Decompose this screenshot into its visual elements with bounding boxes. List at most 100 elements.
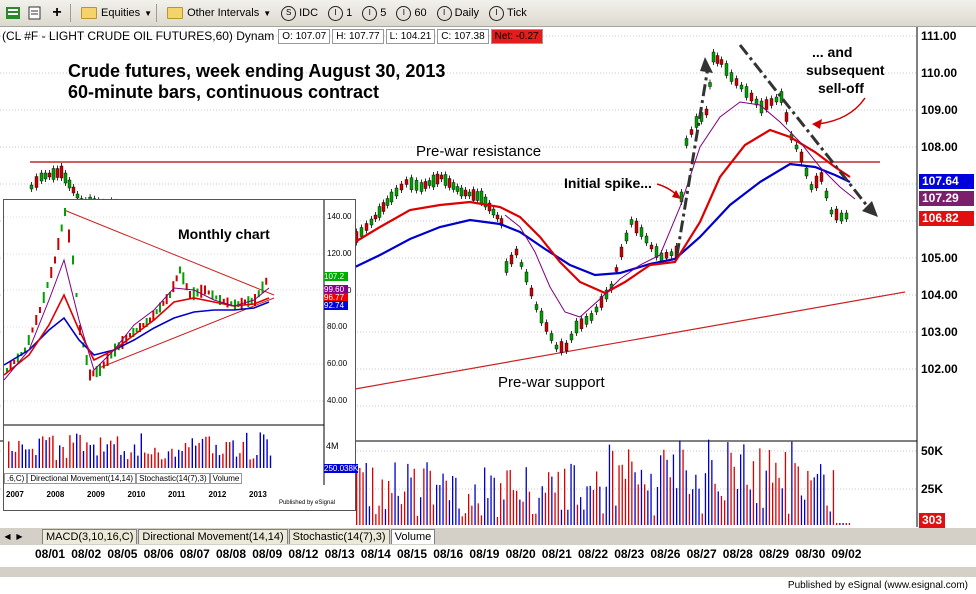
candle — [29, 184, 34, 190]
volume-bar — [589, 485, 591, 525]
inset-candle — [92, 370, 95, 377]
inset-volume-bar — [259, 432, 261, 468]
inset-volume-bar — [110, 440, 112, 468]
inset-vol-label: 4M — [326, 441, 339, 451]
volume-bar — [730, 452, 732, 525]
volume-bar — [375, 514, 377, 525]
ma-blue-line — [354, 162, 851, 277]
candle — [487, 202, 492, 212]
tab-scroll-right-icon[interactable]: ▶ — [16, 531, 23, 541]
i-icon: I — [328, 5, 344, 21]
inset-volume-bar — [140, 433, 142, 468]
volume-bar — [720, 495, 723, 525]
chart-header: (CL #F - LIGHT CRUDE OIL FUTURES,60) Dyn… — [0, 28, 545, 44]
idc-button[interactable]: S IDC — [281, 5, 318, 21]
tab-directional-movement[interactable]: Directional Movement(14,14) — [138, 529, 288, 544]
date-label: 08/01 — [35, 547, 66, 561]
volume-bar — [772, 482, 774, 525]
inset-volume-bar — [212, 453, 214, 468]
inset-tab: .6,C) — [4, 473, 28, 484]
candle — [589, 313, 594, 321]
inset-year-label: 2008 — [46, 490, 65, 499]
candle — [839, 212, 844, 222]
inset-tag-1: 99.60 — [324, 285, 348, 294]
volume-bar — [477, 503, 479, 525]
volume-bar — [740, 454, 742, 525]
price-axis-label: 108.00 — [921, 140, 958, 154]
volume-bar — [784, 451, 787, 525]
candle — [739, 84, 744, 90]
volume-bar — [525, 467, 527, 525]
inset-year-label: 2009 — [87, 490, 105, 499]
tab-stochastic[interactable]: Stochastic(14(7),3) — [288, 529, 390, 544]
inset-volume-bar — [79, 434, 81, 468]
tab-macd[interactable]: MACD(3,10,16,C) — [42, 529, 138, 544]
volume-bar — [586, 486, 588, 525]
inset-candle — [152, 310, 155, 321]
candle — [715, 55, 720, 64]
date-label: 08/20 — [505, 547, 536, 561]
candle — [559, 341, 564, 353]
candle — [829, 209, 834, 215]
volume-bar — [503, 499, 505, 525]
volume-bar — [496, 516, 499, 525]
inset-volume-bar — [99, 437, 102, 468]
chart-icon[interactable] — [4, 4, 22, 22]
inset-candle — [207, 290, 210, 295]
volume-bar — [474, 484, 476, 525]
volume-bar — [487, 498, 489, 525]
inset-candle — [237, 301, 240, 308]
candle — [491, 208, 496, 216]
candle — [764, 99, 769, 110]
monthly-inset-chart: Monthly chart 140.00120.00100.0080.0060.… — [3, 199, 359, 511]
symbols-dropdown[interactable]: Equities ▼ — [81, 7, 152, 19]
inset-candle — [121, 336, 124, 349]
intervals-dropdown[interactable]: Other Intervals ▼ — [167, 7, 271, 19]
volume-bar — [820, 464, 822, 525]
inset-volume-bar — [123, 451, 125, 468]
inset-candle — [226, 297, 229, 308]
chevron-down-icon: ▼ — [263, 8, 272, 18]
inset-candle — [89, 369, 91, 381]
volume-bar — [532, 513, 534, 525]
inset-volume-bar — [52, 435, 54, 468]
volume-bar — [788, 513, 790, 525]
annotation-selloff-1: ... and — [812, 44, 853, 60]
candle — [55, 168, 60, 178]
candle — [744, 86, 749, 98]
tick-button[interactable]: I Tick — [489, 5, 527, 21]
price-axis-label: 102.00 — [921, 362, 958, 376]
candle — [529, 287, 534, 297]
inset-volume-bar — [18, 440, 20, 468]
candle — [519, 262, 524, 267]
volume-bar — [736, 488, 739, 525]
volume-bar — [810, 480, 812, 525]
daily-button[interactable]: I Daily — [436, 5, 479, 21]
volume-axis-50k: 50K — [921, 444, 944, 458]
candle — [809, 184, 814, 190]
add-icon[interactable]: + — [52, 4, 62, 21]
inset-candle — [200, 284, 203, 298]
indicator-tabs: ◀ ▶ MACD(3,10,16,C) Directional Movement… — [0, 528, 976, 545]
date-label: 09/02 — [831, 547, 862, 561]
candle — [669, 251, 674, 256]
interval-60-button[interactable]: I 60 — [396, 5, 427, 21]
volume-bar — [628, 449, 630, 525]
volume-bar — [468, 493, 470, 525]
volume-bar — [362, 472, 364, 525]
tab-volume[interactable]: Volume — [390, 529, 436, 544]
volume-bar — [420, 497, 422, 525]
volume-bar — [724, 500, 726, 525]
candle — [364, 223, 369, 231]
volume-bar — [500, 483, 502, 525]
volume-bar — [356, 468, 358, 525]
volume-bar — [394, 462, 396, 525]
page-setup-icon[interactable] — [26, 4, 44, 22]
volume-tag: 303 — [919, 513, 945, 528]
volume-bar — [781, 488, 783, 525]
volume-bar — [704, 473, 707, 525]
inset-candle — [196, 288, 199, 297]
tab-scroll-left-icon[interactable]: ◀ — [4, 531, 11, 541]
